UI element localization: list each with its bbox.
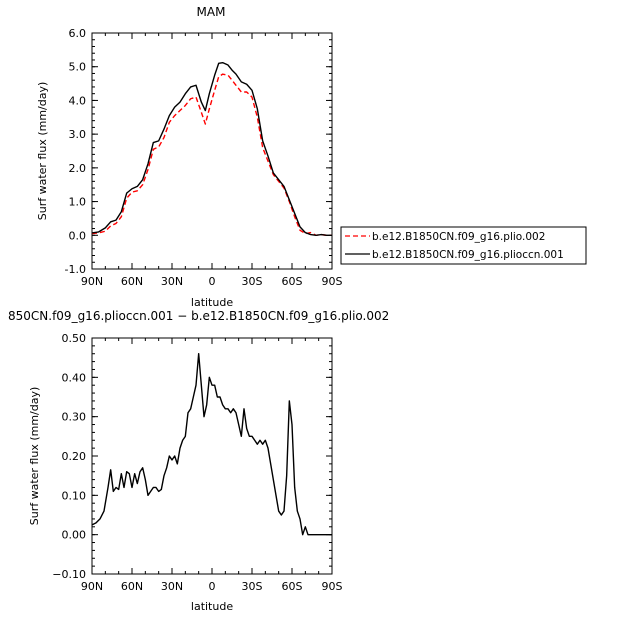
y-tick-label: 5.0 (69, 61, 87, 74)
y-axis-ticks: -1.0 0.0 1.0 2.0 3.0 4.0 5.0 6.0 (65, 27, 332, 276)
y-axis-label: Surf water flux (mm/day) (28, 387, 41, 526)
series-lines (91, 353, 332, 536)
x-axis-ticks: 90N 60N 30N 0 30S 60S 90S (81, 33, 343, 288)
legend: b.e12.B1850CN.f09_g16.plio.002 b.e12.B18… (340, 226, 587, 265)
x-tick-label: 90N (81, 580, 103, 593)
y-tick-label: 0.20 (62, 450, 87, 463)
plot-frame (91, 32, 333, 270)
x-tick-label: 30S (242, 580, 263, 593)
x-tick-label: 30N (161, 275, 183, 288)
plot-frame (91, 337, 333, 575)
x-tick-label: 0 (209, 275, 216, 288)
y-tick-label: -1.0 (65, 263, 86, 276)
series-lines (91, 61, 332, 236)
y-tick-label: 0.30 (62, 411, 87, 424)
bottom-chart: 850CN.f09_g16.plioccn.001 − b.e12.B1850C… (8, 309, 389, 613)
x-tick-label: 0 (209, 580, 216, 593)
y-axis-ticks: −0.10 0.00 0.10 0.20 0.30 0.40 0.50 (52, 332, 332, 581)
legend-entry-plioccn: b.e12.B1850CN.f09_g16.plioccn.001 (372, 249, 564, 261)
y-axis-label: Surf water flux (mm/day) (36, 82, 49, 221)
series-line-1 (91, 73, 332, 236)
y-tick-label: 4.0 (69, 94, 87, 107)
x-tick-label: 90S (322, 580, 343, 593)
x-tick-label: 60S (282, 275, 303, 288)
x-tick-label: 60S (282, 580, 303, 593)
x-axis-label: latitude (191, 296, 233, 309)
series-line-2 (91, 61, 332, 236)
y-tick-label: 2.0 (69, 162, 87, 175)
x-tick-label: 30S (242, 275, 263, 288)
x-axis-ticks: 90N 60N 30N 0 30S 60S 90S (81, 338, 343, 593)
x-tick-label: 30N (161, 580, 183, 593)
y-tick-label: 3.0 (69, 128, 87, 141)
x-tick-label: 90N (81, 275, 103, 288)
series-line-1 (91, 353, 332, 536)
x-tick-label: 60N (121, 580, 143, 593)
y-tick-label: 1.0 (69, 196, 87, 209)
y-tick-label: 0.0 (69, 229, 87, 242)
legend-box (340, 226, 587, 265)
y-tick-label: 0.40 (62, 371, 87, 384)
x-axis-label: latitude (191, 600, 233, 613)
y-tick-label: 0.10 (62, 489, 87, 502)
legend-entry-plio: b.e12.B1850CN.f09_g16.plio.002 (372, 231, 545, 243)
chart-title: MAM (197, 5, 226, 19)
top-chart: MAM 90N 60N 30N 0 30S 60S 90S -1.0 0.0 1.0 2.0 3.0… (36, 5, 343, 309)
x-tick-label: 90S (322, 275, 343, 288)
x-tick-label: 60N (121, 275, 143, 288)
chart-title: 850CN.f09_g16.plioccn.001 − b.e12.B1850C… (8, 309, 389, 323)
y-tick-label: 6.0 (69, 27, 87, 40)
y-tick-label: 0.50 (62, 332, 87, 345)
y-tick-label: −0.10 (52, 568, 86, 581)
y-tick-label: 0.00 (62, 529, 87, 542)
